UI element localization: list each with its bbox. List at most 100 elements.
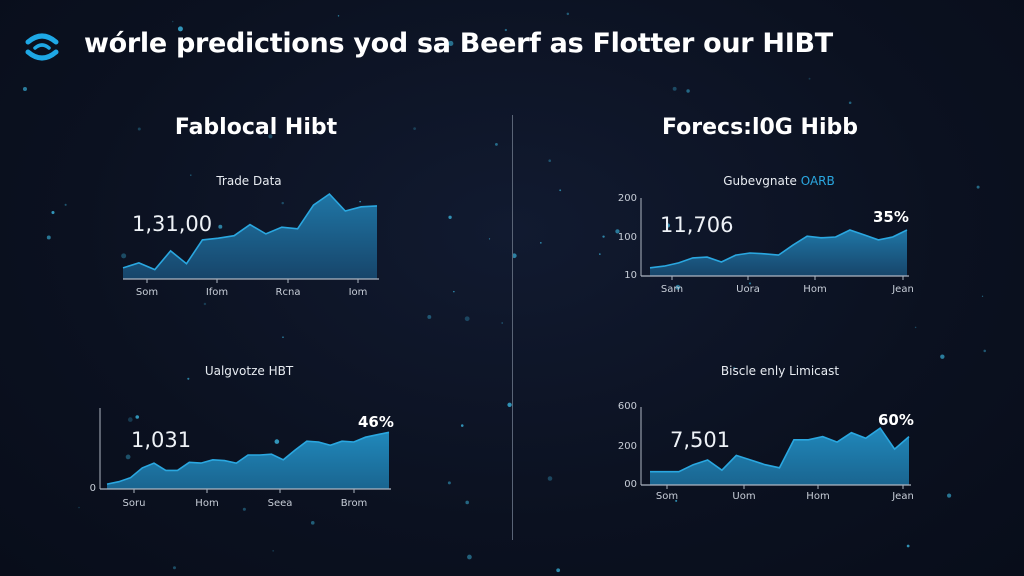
star	[914, 326, 917, 329]
star	[274, 439, 280, 444]
star	[637, 48, 641, 52]
star	[310, 521, 315, 525]
star	[282, 336, 284, 339]
star	[127, 417, 133, 422]
star	[177, 26, 183, 32]
chart-title: Gubevgnate OARB	[723, 174, 835, 188]
star	[981, 295, 984, 297]
star	[675, 284, 681, 290]
star	[906, 544, 910, 548]
star	[448, 215, 452, 219]
x-tick-label: Rcna	[275, 287, 301, 298]
chart-line	[122, 192, 378, 271]
y-tick-label: 0	[89, 483, 96, 494]
chart-area	[650, 230, 907, 276]
star	[501, 322, 504, 324]
chart-title-main: Gubevgnate	[723, 174, 801, 188]
chart-percent: 35%	[873, 208, 909, 226]
star	[460, 424, 464, 427]
star	[665, 223, 671, 228]
star	[359, 200, 361, 203]
star	[172, 566, 176, 570]
chart-title: Biscle enly Limicast	[720, 364, 840, 378]
star	[548, 159, 552, 163]
x-tick-label: Jean	[892, 491, 914, 502]
star	[78, 506, 80, 509]
y-tick-label: 600	[617, 401, 637, 412]
star	[272, 550, 274, 552]
star	[448, 40, 454, 47]
star	[51, 211, 55, 215]
star	[504, 28, 508, 32]
star	[976, 185, 980, 189]
star	[125, 454, 131, 460]
star	[22, 86, 27, 91]
chart-big-value: 11,706	[660, 213, 734, 237]
star	[281, 201, 284, 205]
star	[171, 20, 174, 23]
x-tick-label: Hom	[803, 284, 827, 295]
chart-big-value: 7,501	[670, 428, 731, 452]
chart-area	[123, 194, 377, 279]
star	[190, 174, 192, 176]
chart-area	[107, 432, 389, 489]
star	[615, 229, 620, 234]
y-tick-label: 10	[624, 270, 637, 281]
star	[64, 203, 67, 206]
panel-divider	[512, 115, 513, 540]
star	[495, 142, 498, 146]
star	[539, 241, 542, 244]
left-panel-title: Fablocal Hibt	[174, 115, 338, 140]
star	[675, 499, 678, 502]
x-tick-label: Jean	[892, 284, 914, 295]
y-tick-label: 100	[617, 232, 637, 243]
x-tick-label: Som	[135, 287, 159, 298]
star	[242, 507, 246, 511]
x-tick-label: Soru	[122, 498, 146, 509]
star	[447, 481, 451, 485]
x-tick-label: Ifom	[205, 287, 229, 298]
x-tick-label: Uom	[732, 491, 756, 502]
chart-line	[650, 426, 910, 473]
star	[599, 253, 601, 255]
chart-line	[649, 229, 908, 269]
y-tick-label: 00	[624, 479, 637, 490]
y-tick-label: 200	[617, 193, 637, 204]
x-tick-label: Brom	[340, 498, 368, 509]
chart-title: Trade Data	[216, 174, 282, 188]
y-tick-label: 200	[617, 441, 637, 452]
star	[808, 77, 811, 80]
star	[947, 493, 952, 498]
star	[203, 302, 207, 306]
chart-area	[650, 428, 909, 485]
star	[507, 402, 512, 407]
star	[748, 282, 752, 285]
chart-big-value: 1,31,00	[132, 212, 213, 236]
star	[465, 500, 469, 505]
star	[121, 253, 127, 259]
star	[464, 316, 470, 322]
star	[602, 235, 605, 238]
star	[940, 354, 945, 359]
star	[137, 127, 141, 131]
star	[337, 15, 340, 17]
star	[268, 134, 273, 139]
star	[672, 86, 677, 91]
star	[566, 12, 570, 16]
x-tick-label: Iom	[348, 287, 368, 298]
right-panel-title: Forecs:l0G Hibb	[662, 115, 858, 140]
wifi-signal-icon	[25, 33, 59, 61]
star	[453, 290, 455, 293]
x-tick-label: Hom	[806, 491, 830, 502]
star	[511, 253, 517, 259]
star	[413, 127, 417, 130]
star	[218, 224, 223, 229]
star	[848, 101, 852, 105]
x-tick-label: Som	[655, 491, 679, 502]
star	[559, 189, 562, 192]
star	[733, 367, 736, 370]
star	[427, 315, 432, 319]
x-tick-label: Hom	[195, 498, 219, 509]
